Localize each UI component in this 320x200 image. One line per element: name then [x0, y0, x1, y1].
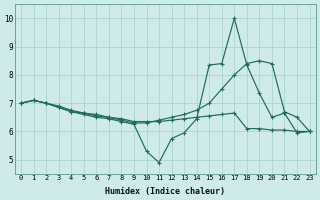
X-axis label: Humidex (Indice chaleur): Humidex (Indice chaleur): [105, 187, 225, 196]
